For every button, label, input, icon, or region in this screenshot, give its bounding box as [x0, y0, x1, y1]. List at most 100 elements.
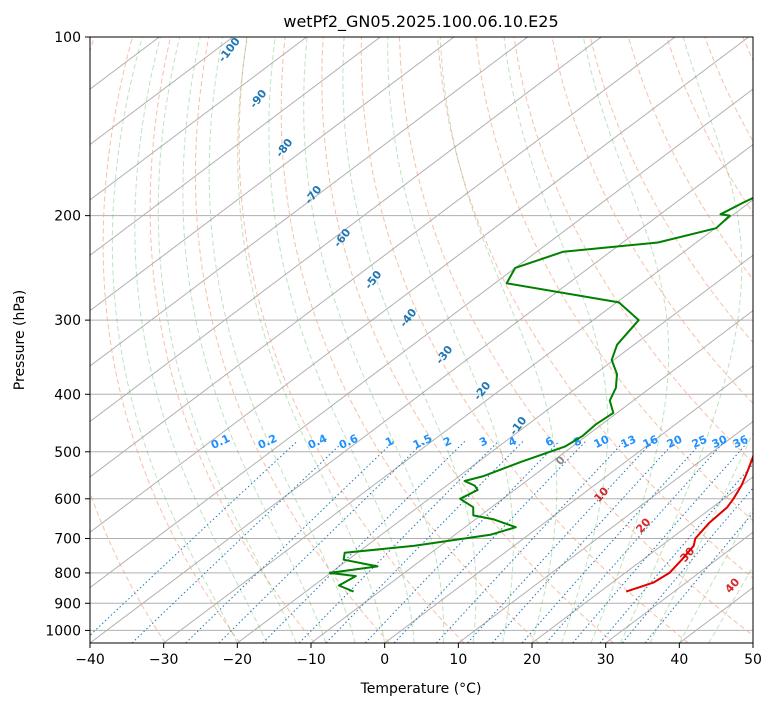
isotherm-line	[458, 420, 753, 643]
mixing-ratio-line	[364, 440, 560, 643]
dewpoint-profile-line	[328, 196, 753, 593]
x-tick-label: −40	[75, 652, 105, 668]
isotherm-line	[605, 531, 753, 643]
y-tick-label: 400	[54, 387, 81, 403]
isotherm-line	[90, 37, 528, 367]
isotherm-line	[90, 37, 749, 533]
dry-adiabat-label: -10	[507, 414, 530, 438]
y-axis-label: Pressure (hPa)	[12, 290, 28, 390]
mixing-ratio-label: 0.6	[337, 432, 360, 452]
isotherm-line	[531, 476, 753, 643]
y-tick-label: 600	[54, 492, 81, 508]
profile-lines	[328, 196, 753, 593]
x-tick-label: −30	[149, 652, 179, 668]
mixing-ratio-label: 25	[690, 433, 709, 451]
dry-adiabat-line	[102, 37, 241, 643]
x-tick-label: 40	[670, 652, 688, 668]
x-tick-label: 50	[744, 652, 762, 668]
dry-adiabat-line	[437, 37, 753, 579]
x-tick-label: 0	[380, 652, 389, 668]
dry-adiabat-label: -90	[247, 87, 270, 111]
mixing-ratio-label: 2	[441, 434, 453, 449]
mixing-ratio-line	[298, 440, 499, 643]
dry-adiabat-line	[742, 37, 753, 62]
mixing-ratio-label: 10	[592, 433, 612, 451]
mixing-ratio-line	[572, 440, 749, 643]
mixing-ratio-label: 1.5	[411, 432, 434, 452]
dry-adiabat-line	[238, 37, 465, 643]
isotherm-line	[384, 365, 753, 643]
y-tick-label: 800	[54, 566, 81, 582]
moist-adiabat-line	[111, 37, 238, 643]
isotherm-line	[90, 37, 455, 312]
moist-adiabat-line	[237, 37, 386, 643]
mixing-ratio-line	[131, 440, 345, 643]
moist-adiabat-label: 20	[633, 515, 653, 535]
dry-adiabat-line	[475, 37, 753, 522]
mixing-ratio-line	[436, 440, 625, 643]
isotherm-line	[90, 37, 602, 423]
moist-adiabat-line	[387, 37, 514, 643]
dry-adiabat-line	[280, 37, 540, 643]
moist-adiabat-line	[619, 37, 743, 643]
dry-adiabat-label: -60	[331, 226, 354, 250]
dry-adiabat-line	[399, 37, 753, 637]
y-tick-label: 100	[54, 30, 81, 46]
mixing-ratio-line	[599, 463, 753, 643]
dry-adiabat-line	[90, 37, 166, 643]
y-tick-label: 500	[54, 445, 81, 461]
x-tick-label: −10	[296, 652, 326, 668]
dry-adiabat-line	[194, 37, 390, 643]
x-tick-label: 10	[449, 652, 467, 668]
dry-adiabat-line	[704, 37, 753, 143]
moist-adiabat-line	[439, 37, 558, 643]
background-lines	[90, 37, 753, 643]
dry-adiabat-label: -80	[273, 136, 296, 160]
dry-adiabat-label: -30	[433, 343, 456, 367]
moist-adiabat-line	[208, 37, 356, 643]
y-tick-label: 1000	[45, 623, 81, 639]
x-tick-label: 30	[597, 652, 615, 668]
mixing-ratio-line	[185, 440, 394, 643]
moist-adiabat-line	[708, 565, 753, 643]
isotherm-line	[90, 37, 381, 256]
isotherm-line	[90, 143, 753, 643]
dry-adiabat-label: -20	[471, 379, 494, 403]
mixing-ratio-label: 36	[731, 433, 751, 451]
dry-adiabat-line	[551, 37, 753, 405]
moist-adiabat-line	[268, 37, 415, 643]
isotherm-line	[90, 37, 234, 146]
mixing-ratio-line	[491, 440, 676, 643]
dry-adiabat-label: -70	[302, 183, 325, 207]
moist-adiabat-label: 10	[591, 484, 611, 504]
moist-adiabat-line	[182, 37, 327, 643]
mixing-ratio-label: 0.1	[209, 432, 232, 452]
isotherm-line	[752, 642, 753, 643]
mixing-ratio-line	[467, 440, 654, 643]
moist-adiabat-line	[134, 37, 268, 643]
isotherm-line	[90, 37, 307, 201]
mixing-ratio-line	[545, 440, 725, 643]
dry-adiabat-line	[149, 37, 316, 643]
y-tick-label: 200	[54, 209, 81, 225]
dry-adiabat-label: -50	[362, 268, 385, 292]
isotherm-line	[237, 254, 753, 643]
isotherm-line	[90, 88, 753, 589]
isotherm-line	[310, 310, 753, 643]
mixing-ratio-line	[521, 440, 703, 643]
dry-adiabat-line	[321, 37, 614, 643]
x-axis: −40 −30 −20 −10 0 10 20 30 40 50	[75, 643, 762, 668]
x-tick-label: 20	[523, 652, 541, 668]
mixing-ratio-label: 13	[619, 433, 638, 451]
moist-adiabat-line	[342, 37, 477, 643]
y-tick-label: 300	[54, 313, 81, 329]
plot-frame	[89, 36, 754, 644]
mixing-ratio-line	[393, 440, 586, 643]
y-tick-label: 700	[54, 532, 81, 548]
temperature-profile-line	[625, 453, 753, 593]
moist-adiabat-line	[157, 37, 297, 643]
chart-title: wetPf2_GN05.2025.100.06.10.E25	[283, 12, 558, 32]
mixing-ratio-line	[90, 440, 298, 636]
mixing-ratio-label: 0.2	[256, 432, 279, 452]
y-axis: 100 200 300 400 500 600 700 800 900 1000	[45, 30, 90, 639]
